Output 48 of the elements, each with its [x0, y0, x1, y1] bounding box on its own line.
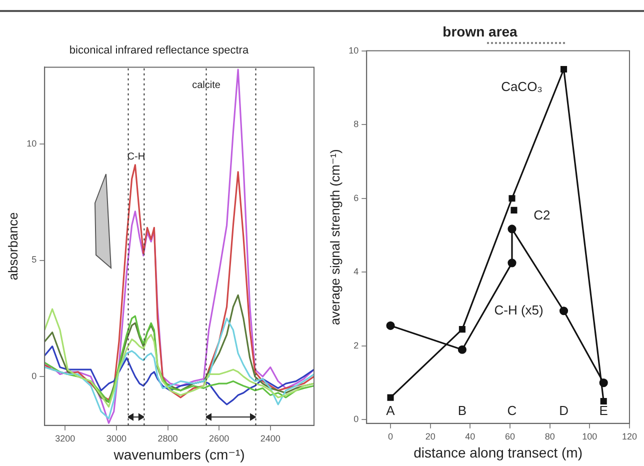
point: [508, 224, 516, 234]
point: [560, 66, 568, 73]
y-tick-label: 0: [32, 371, 37, 382]
x-tick-label: 100: [582, 431, 598, 442]
y-axis-title: absorbance: [5, 212, 20, 280]
y-tick-label: 8: [354, 119, 359, 130]
x-tick-label: 3200: [55, 433, 76, 444]
point: [600, 398, 607, 405]
annotation: A: [386, 402, 396, 418]
x-tick-label: 120: [622, 431, 638, 442]
point: [508, 258, 516, 268]
annotation: E: [599, 402, 608, 418]
x-tick-label: 3000: [106, 433, 126, 444]
x-axis-title: distance along transect (m): [414, 444, 582, 460]
point: [510, 206, 518, 214]
chart-title: brown area: [442, 23, 518, 40]
y-tick-label: 10: [348, 45, 359, 56]
x-axis-title: wavenumbers (cm⁻¹): [112, 446, 245, 462]
y-tick-label: 4: [354, 266, 359, 277]
x-tick-label: 80: [544, 431, 555, 442]
annotation: C: [507, 402, 517, 418]
x-tick-label: 2400: [260, 433, 280, 444]
annotation: B: [458, 402, 467, 418]
x-tick-label: 2600: [209, 433, 230, 444]
x-tick-label: 0: [388, 431, 394, 442]
annotation: C-H: [127, 152, 146, 162]
series-label: CaCO₃: [501, 78, 542, 94]
y-tick-label: 5: [32, 254, 37, 265]
y-tick-label: 6: [354, 192, 359, 203]
point: [387, 394, 394, 401]
point: [559, 306, 568, 316]
point: [458, 326, 466, 333]
x-tick-label: 60: [504, 431, 516, 442]
y-tick-label: 0: [354, 414, 359, 424]
series-label: C2: [534, 208, 550, 223]
x-tick-label: 20: [425, 431, 436, 442]
y-tick-label: 10: [26, 138, 37, 148]
y-tick-label: 2: [354, 340, 359, 350]
y-axis-title: average signal strength (cm⁻¹): [327, 149, 342, 326]
x-tick-label: 2800: [158, 433, 178, 444]
annotation: D: [559, 402, 568, 418]
chart-title: biconical infrared reflectance spectra: [69, 44, 250, 57]
point: [508, 195, 516, 202]
series-label: C-H (x5): [494, 302, 544, 318]
x-tick-label: 40: [465, 431, 476, 442]
point: [458, 345, 467, 354]
annotation: calcite: [192, 80, 221, 91]
point: [386, 321, 395, 330]
